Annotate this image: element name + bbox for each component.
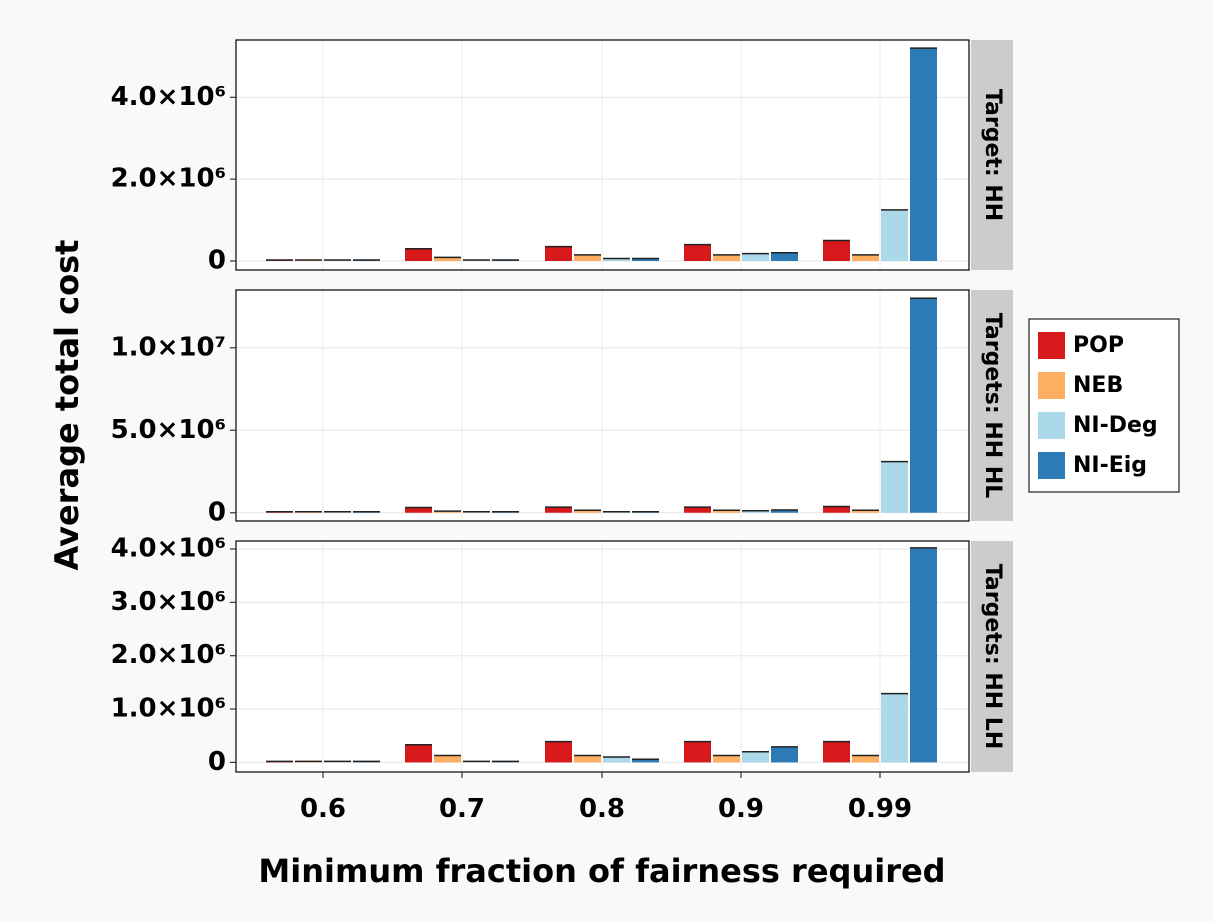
bar-pop-0-9 [684,244,711,261]
bar-pop-0-8 [545,246,572,261]
legend-swatch-ni-deg [1038,412,1065,439]
y-tick-label: 3.0×10⁶ [111,587,226,617]
bar-ni-eig-0-9 [771,509,798,513]
bar-ni-eig-0-99 [910,48,937,261]
panel-border [235,289,970,522]
bar-ni-deg-0-99 [881,693,908,763]
x-tick-label: 0.7 [439,794,485,824]
bar-neb-0-8 [574,510,601,513]
facet-strip-label: Targets: HH LH [980,564,1005,750]
y-tick-label: 0 [208,747,226,777]
y-tick-label: 1.0×10⁶ [111,694,226,724]
x-axis-title: Minimum fraction of fairness required [258,852,945,890]
y-tick-label: 4.0×10⁶ [111,534,226,564]
bar-ni-deg-0-99 [881,461,908,513]
bar-pop-0-7 [405,507,432,513]
y-tick-label: 2.0×10⁶ [111,640,226,670]
facet-strip-label: Target: HH [980,89,1005,221]
bar-pop-0-7 [405,248,432,261]
bar-neb-0-99 [852,755,879,763]
bar-neb-0-99 [852,510,879,513]
bar-neb-0-7 [434,257,461,261]
bar-pop-0-99 [823,240,850,261]
bar-neb-0-7 [434,755,461,763]
bar-pop-0-7 [405,744,432,763]
x-tick-label: 0.6 [300,794,346,824]
legend-label-ni-deg: NI-Deg [1073,413,1158,438]
bar-neb-0-7 [434,511,461,513]
bar-pop-0-99 [823,506,850,513]
legend-label-pop: POP [1073,333,1124,358]
y-tick-label: 0 [208,497,226,527]
bar-neb-0-8 [574,254,601,261]
x-tick-label: 0.8 [579,794,625,824]
panel-2: 0 5.0×10⁶ 1.0×10⁷ Targets: HH HL [111,289,1013,527]
y-tick-label: 1.0×10⁷ [111,332,226,362]
facet-strip [971,290,1013,521]
panel-1: 0 2.0×10⁶ 4.0×10⁶ Target: HH [111,39,1013,275]
bar-pop-0-8 [545,507,572,513]
bar-ni-deg-0-8 [603,258,630,261]
facet-strip [971,40,1013,270]
bar-neb-0-8 [574,755,601,763]
panel-border [235,39,970,271]
bar-ni-eig-0-8 [632,258,659,261]
y-tick-label: 5.0×10⁶ [111,415,226,445]
bar-ni-deg-0-99 [881,209,908,261]
panels: 0 2.0×10⁶ 4.0×10⁶ Target: HH 0 5.0×10⁶ 1.0×10⁷… [111,39,1013,777]
x-tick-label: 0.99 [848,794,912,824]
x-axis: 0.6 0.7 0.8 0.9 0.99 [300,772,912,824]
bar-ni-eig-0-8 [632,759,659,763]
bar-pop-0-8 [545,741,572,763]
bar-neb-0-9 [713,510,740,513]
bar-ni-eig-0-9 [771,746,798,763]
legend-label-ni-eig: NI-Eig [1073,453,1147,478]
bar-neb-0-9 [713,755,740,763]
bar-ni-deg-0-9 [742,510,769,513]
bar-ni-deg-0-9 [742,253,769,261]
legend-swatch-pop [1038,332,1065,359]
y-axis-title: Average total cost [48,240,86,571]
legend-swatch-ni-eig [1038,452,1065,479]
bar-ni-eig-0-99 [910,547,937,763]
bar-ni-eig-0-9 [771,252,798,261]
legend: POP NEB NI-Deg NI-Eig [1028,318,1180,493]
panel-3: 0 1.0×10⁶ 2.0×10⁶ 3.0×10⁶ 4.0×10⁶ Targets: HH… [111,534,1013,777]
facet-strip-label: Targets: HH HL [980,313,1005,499]
bar-ni-deg-0-9 [742,751,769,763]
x-tick-label: 0.9 [718,794,764,824]
y-tick-label: 0 [208,245,226,275]
bar-pop-0-9 [684,507,711,513]
bar-pop-0-99 [823,741,850,763]
bar-ni-deg-0-8 [603,757,630,763]
bar-pop-0-9 [684,741,711,763]
bar-neb-0-99 [852,254,879,261]
y-tick-label: 2.0×10⁶ [111,164,226,194]
legend-label-neb: NEB [1073,373,1123,398]
facet-strip [971,541,1013,772]
y-tick-label: 4.0×10⁶ [111,82,226,112]
bar-ni-eig-0-99 [910,298,937,513]
bar-neb-0-9 [713,254,740,261]
legend-swatch-neb [1038,372,1065,399]
